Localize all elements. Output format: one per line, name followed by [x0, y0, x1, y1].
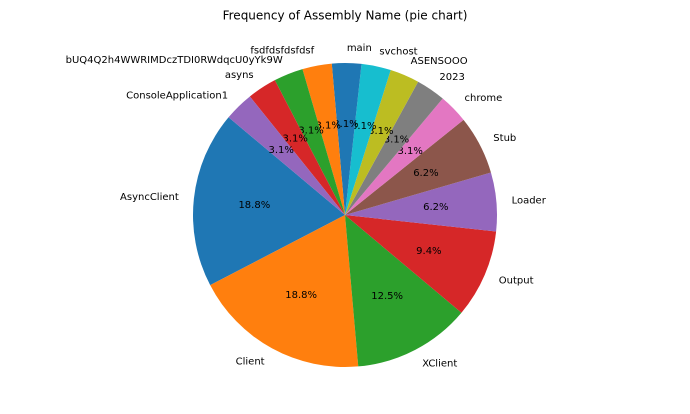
slice-value-label: 12.5%: [371, 291, 403, 302]
slice-value-label: 3.1%: [333, 119, 358, 130]
slice-label: ConsoleApplication1: [126, 90, 228, 101]
slice-label: ASENSOOO: [411, 56, 468, 67]
pie-slice: [302, 63, 345, 216]
slice-label: fsdfdsfdsfdsf: [250, 46, 314, 57]
slice-value-label: 3.1%: [351, 121, 376, 132]
slice-value-label: 3.1%: [384, 135, 409, 146]
pie-slice: [345, 215, 462, 367]
slice-value-label: 3.1%: [269, 145, 294, 156]
pie-slice: [249, 80, 345, 216]
slice-label: AsyncClient: [120, 192, 179, 203]
slice-label: XClient: [422, 358, 457, 369]
slice-label: chrome: [465, 93, 503, 104]
slice-label: Stub: [493, 133, 516, 144]
slice-label: Loader: [512, 195, 547, 206]
slice-value-label: 6.2%: [423, 202, 448, 213]
slice-label: svchost: [379, 46, 417, 57]
slice-value-label: 9.4%: [416, 246, 441, 257]
slice-value-label: 18.8%: [238, 200, 270, 211]
pie-slice: [331, 63, 362, 215]
chart-title: Frequency of Assembly Name (pie chart): [223, 9, 468, 23]
pie-slice: [193, 117, 345, 286]
pie-slice: [210, 215, 359, 367]
pie-slice: [345, 70, 419, 215]
pie-slice: [345, 98, 464, 215]
slice-value-label: 18.8%: [285, 290, 317, 301]
slice-value-label: 3.1%: [282, 134, 307, 145]
pie-slice: [345, 63, 391, 215]
slice-label: asyns: [225, 70, 254, 81]
slice-label: main: [347, 43, 372, 54]
pie-slice: [228, 96, 345, 215]
pie-slice: [345, 119, 491, 215]
slice-value-label: 3.1%: [315, 120, 340, 131]
slice-label: bUQ4Q2h4WWRIMDczTDI0RWdqcU0yYk9W: [66, 55, 283, 66]
slice-label: Output: [499, 276, 534, 287]
slice-value-label: 3.1%: [368, 126, 393, 137]
slice-label: Client: [236, 357, 265, 368]
pie-slice: [274, 69, 345, 216]
slice-value-label: 6.2%: [413, 168, 438, 179]
pie-slice: [345, 172, 497, 232]
slice-label: 2023: [439, 72, 464, 83]
slice-value-label: 3.1%: [397, 146, 422, 157]
pie-slice: [345, 215, 497, 313]
pie-slice: [345, 81, 443, 215]
slice-value-label: 3.1%: [298, 125, 323, 136]
